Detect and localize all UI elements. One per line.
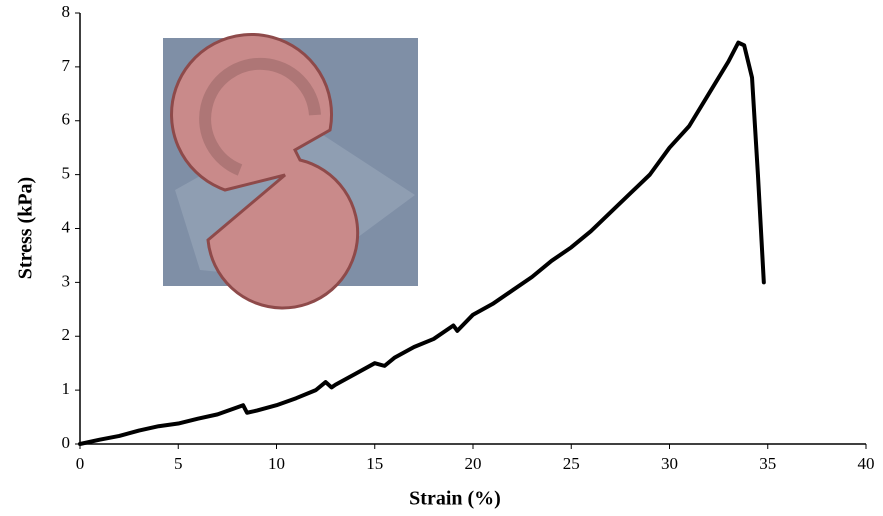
x-axis-label: Strain (%)	[409, 488, 501, 510]
x-tick-label: 35	[759, 454, 776, 473]
y-tick-label: 5	[62, 164, 71, 183]
data-line	[78, 40, 766, 446]
y-tick-label: 8	[62, 2, 71, 21]
y-tick-label: 2	[62, 325, 71, 344]
x-tick-label: 5	[174, 454, 183, 473]
x-tick-label: 10	[268, 454, 285, 473]
x-tick-label: 15	[366, 454, 383, 473]
x-tick-label: 20	[465, 454, 482, 473]
y-axis-label: Stress (kPa)	[15, 177, 37, 279]
y-tick-label: 4	[62, 217, 71, 236]
photo-sample	[170, 32, 360, 310]
x-tick-label: 25	[563, 454, 580, 473]
x-tick-label: 40	[858, 454, 875, 473]
y-tick-label: 7	[62, 56, 71, 75]
y-tick-label: 6	[62, 110, 71, 129]
y-tick-label: 0	[62, 433, 71, 452]
y-tick-label: 1	[62, 379, 71, 398]
y-tick-label: 3	[62, 271, 71, 290]
inset-photo	[163, 32, 418, 310]
x-tick-label: 0	[76, 454, 85, 473]
x-tick-label: 30	[661, 454, 678, 473]
photo-texture	[199, 57, 321, 176]
